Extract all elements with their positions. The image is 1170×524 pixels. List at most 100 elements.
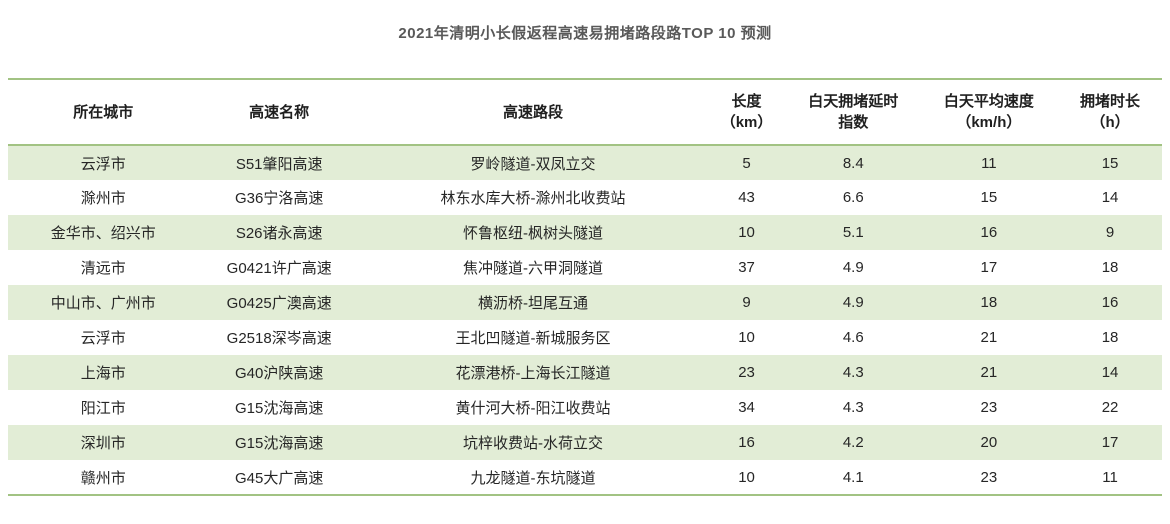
cell-daytime-delay-index: 5.1 xyxy=(842,224,864,241)
table-header: 所在城市 高速名称 高速路段 长度 （km） 白天拥堵延时 指数 白天平均速度 （km/h） 拥堵… xyxy=(8,78,1162,146)
cell-highway-name: G40沪陕高速 xyxy=(235,365,324,382)
cell-length-km: 10 xyxy=(738,329,755,346)
cell-city: 上海市 xyxy=(80,365,126,382)
cell-daytime-avg-speed: 18 xyxy=(980,294,998,311)
column-header-label: 白天拥堵延时 xyxy=(808,93,899,110)
cell-congestion-hours: 18 xyxy=(1101,259,1119,276)
cell-highway-name: G15沈海高速 xyxy=(235,435,324,452)
column-header-congestion-hours: 拥堵时长 （h） xyxy=(1058,78,1162,146)
cell-length-km: 16 xyxy=(738,434,755,451)
cell-highway-section: 黄什河大桥-阳江收费站 xyxy=(455,400,611,417)
cell-daytime-avg-speed: 20 xyxy=(980,434,998,451)
cell-daytime-delay-index: 4.9 xyxy=(842,259,864,276)
column-header-daytime-avg-speed: 白天平均速度 （km/h） xyxy=(919,78,1059,146)
cell-daytime-delay-index: 8.4 xyxy=(842,154,864,172)
cell-congestion-hours: 22 xyxy=(1101,399,1119,416)
column-header-label: 高速路段 xyxy=(503,103,564,121)
cell-highway-section: 林东水库大桥-滁州北收费站 xyxy=(440,190,626,207)
congestion-table: 所在城市 高速名称 高速路段 长度 （km） 白天拥堵延时 指数 白天平均速度 （km/h） 拥堵… xyxy=(8,78,1162,496)
cell-daytime-delay-index: 4.1 xyxy=(786,460,920,496)
cell-highway-section: 坑梓收费站-水荷立交 xyxy=(463,435,604,452)
cell-length-km: 43 xyxy=(738,189,755,206)
table-row: 中山市、广州市 G0425广澳高速 横沥桥-坦尾互通 9 4.9 18 16 xyxy=(8,285,1162,320)
cell-length-km: 23 xyxy=(738,364,755,381)
cell-highway-section: 焦冲隧道-六甲洞隧道 xyxy=(463,260,604,277)
column-header-highway-section: 高速路段 xyxy=(359,78,707,146)
cell-city: 中山市、广州市 xyxy=(50,295,156,312)
table-row: 赣州市 G45大广高速 九龙隧道-东坑隧道 10 4.1 23 11 xyxy=(8,460,1162,496)
cell-congestion-hours: 18 xyxy=(1101,329,1119,346)
cell-congestion-hours: 16 xyxy=(1101,294,1119,311)
cell-congestion-hours: 14 xyxy=(1101,189,1119,206)
cell-highway-section: 怀鲁枢纽-枫树头隧道 xyxy=(463,225,604,242)
column-header-label: 拥堵时长 xyxy=(1080,93,1141,110)
cell-daytime-avg-speed: 21 xyxy=(980,364,998,381)
column-header-highway-name: 高速名称 xyxy=(198,78,360,146)
cell-highway-section: 王北凹隧道-新城服务区 xyxy=(455,330,611,347)
cell-daytime-delay-index: 4.6 xyxy=(842,329,864,346)
cell-daytime-avg-speed: 23 xyxy=(919,460,1059,496)
column-header-label-line2: （km/h） xyxy=(956,114,1022,131)
cell-daytime-avg-speed: 15 xyxy=(980,189,998,206)
table-header-row: 所在城市 高速名称 高速路段 长度 （km） 白天拥堵延时 指数 白天平均速度 （km/h） 拥堵… xyxy=(8,78,1162,146)
cell-daytime-avg-speed: 11 xyxy=(981,154,997,172)
column-header-length-km: 长度 （km） xyxy=(706,78,787,146)
column-header-label-line2: （km） xyxy=(720,114,773,131)
cell-length-km: 34 xyxy=(738,399,755,416)
cell-daytime-delay-index: 6.6 xyxy=(842,189,864,206)
cell-congestion-hours: 9 xyxy=(1105,224,1115,241)
cell-highway-name: S51肇阳高速 xyxy=(235,155,323,173)
cell-congestion-hours: 17 xyxy=(1101,434,1119,451)
cell-highway-name: S26诸永高速 xyxy=(235,225,323,242)
table-row: 清远市 G0421许广高速 焦冲隧道-六甲洞隧道 37 4.9 17 18 xyxy=(8,250,1162,285)
table-row: 深圳市 G15沈海高速 坑梓收费站-水荷立交 16 4.2 20 17 xyxy=(8,425,1162,460)
cell-daytime-avg-speed: 23 xyxy=(980,399,998,416)
cell-city: 清远市 xyxy=(80,260,126,277)
cell-city: 阳江市 xyxy=(80,400,126,417)
cell-highway-name: G0421许广高速 xyxy=(226,260,332,277)
cell-daytime-delay-index: 4.2 xyxy=(842,434,864,451)
column-header-label: 高速名称 xyxy=(249,103,310,121)
cell-daytime-delay-index: 4.3 xyxy=(842,399,864,416)
cell-length-km: 37 xyxy=(738,259,755,276)
cell-congestion-hours: 11 xyxy=(1058,460,1162,496)
cell-daytime-avg-speed: 17 xyxy=(980,259,998,276)
table-row: 云浮市 G2518深岑高速 王北凹隧道-新城服务区 10 4.6 21 18 xyxy=(8,320,1162,355)
table-row: 滁州市 G36宁洛高速 林东水库大桥-滁州北收费站 43 6.6 15 14 xyxy=(8,180,1162,215)
cell-highway-name: G15沈海高速 xyxy=(235,400,324,417)
table-row: 金华市、绍兴市 S26诸永高速 怀鲁枢纽-枫树头隧道 10 5.1 16 9 xyxy=(8,215,1162,250)
page: 2021年清明小长假返程高速易拥堵路段路TOP 10 预测 所在城市 高速名称 高速… xyxy=(0,24,1170,524)
cell-congestion-hours: 15 xyxy=(1101,154,1119,172)
cell-highway-name: G36宁洛高速 xyxy=(235,190,324,207)
column-header-label: 白天平均速度 xyxy=(943,93,1034,110)
column-header-label: 长度 xyxy=(731,93,762,110)
cell-city: 云浮市 xyxy=(80,155,126,173)
column-header-daytime-delay-index: 白天拥堵延时 指数 xyxy=(786,78,920,146)
column-header-label-line2: 指数 xyxy=(838,114,869,131)
column-header-city: 所在城市 xyxy=(8,78,199,146)
cell-length-km: 10 xyxy=(706,460,787,496)
cell-highway-section: 九龙隧道-东坑隧道 xyxy=(359,460,707,496)
cell-highway-name: G45大广高速 xyxy=(198,460,360,496)
cell-highway-name: G0425广澳高速 xyxy=(226,295,332,312)
cell-daytime-avg-speed: 16 xyxy=(980,224,998,241)
cell-daytime-delay-index: 4.9 xyxy=(842,294,864,311)
cell-city: 深圳市 xyxy=(80,435,126,452)
cell-highway-section: 花漂港桥-上海长江隧道 xyxy=(455,365,611,382)
cell-city: 云浮市 xyxy=(80,330,126,347)
cell-highway-name: G2518深岑高速 xyxy=(226,330,332,347)
cell-daytime-avg-speed: 21 xyxy=(980,329,998,346)
cell-city: 赣州市 xyxy=(8,460,199,496)
cell-highway-section: 横沥桥-坦尾互通 xyxy=(478,295,589,312)
cell-daytime-delay-index: 4.3 xyxy=(842,364,864,381)
cell-length-km: 10 xyxy=(738,224,755,241)
cell-highway-section: 罗岭隧道-双凤立交 xyxy=(470,155,596,173)
column-header-label: 所在城市 xyxy=(73,103,134,121)
cell-city: 金华市、绍兴市 xyxy=(50,225,156,242)
cell-congestion-hours: 14 xyxy=(1101,364,1119,381)
table-row: 阳江市 G15沈海高速 黄什河大桥-阳江收费站 34 4.3 23 22 xyxy=(8,390,1162,425)
cell-length-km: 5 xyxy=(742,154,751,172)
cell-city: 滁州市 xyxy=(80,190,126,207)
page-title: 2021年清明小长假返程高速易拥堵路段路TOP 10 预测 xyxy=(398,25,772,42)
table-body: 云浮市 S51肇阳高速 罗岭隧道-双凤立交 5 8.4 11 15 滁州市 G36宁洛高速 林东水… xyxy=(8,145,1162,496)
